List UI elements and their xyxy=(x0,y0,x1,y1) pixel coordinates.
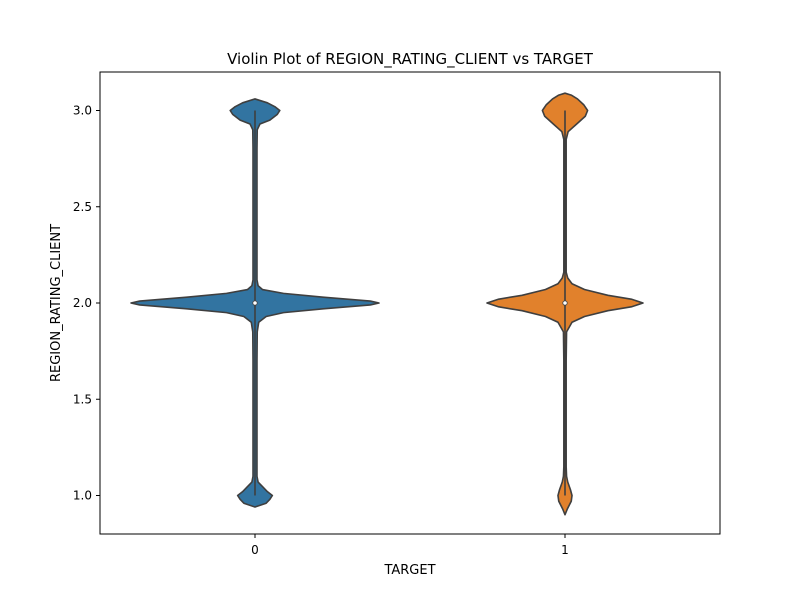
y-axis: 1.0 1.5 2.0 2.5 3.0 xyxy=(73,104,100,503)
y-tick-label: 2.5 xyxy=(73,200,92,214)
x-tick-label: 1 xyxy=(561,543,569,557)
chart-title: Violin Plot of REGION_RATING_CLIENT vs T… xyxy=(227,50,594,69)
violins-group xyxy=(130,92,644,516)
violin-median-point-0 xyxy=(252,300,258,306)
y-tick-label: 3.0 xyxy=(73,104,92,118)
violin-median-point-1 xyxy=(562,300,568,306)
x-axis-label: TARGET xyxy=(383,563,435,578)
y-tick-label: 2.0 xyxy=(73,296,92,310)
y-axis-label: REGION_RATING_CLIENT xyxy=(49,224,64,382)
x-tick-label: 0 xyxy=(251,543,259,557)
y-tick-label: 1.5 xyxy=(73,392,92,406)
y-tick-label: 1.0 xyxy=(73,489,92,503)
